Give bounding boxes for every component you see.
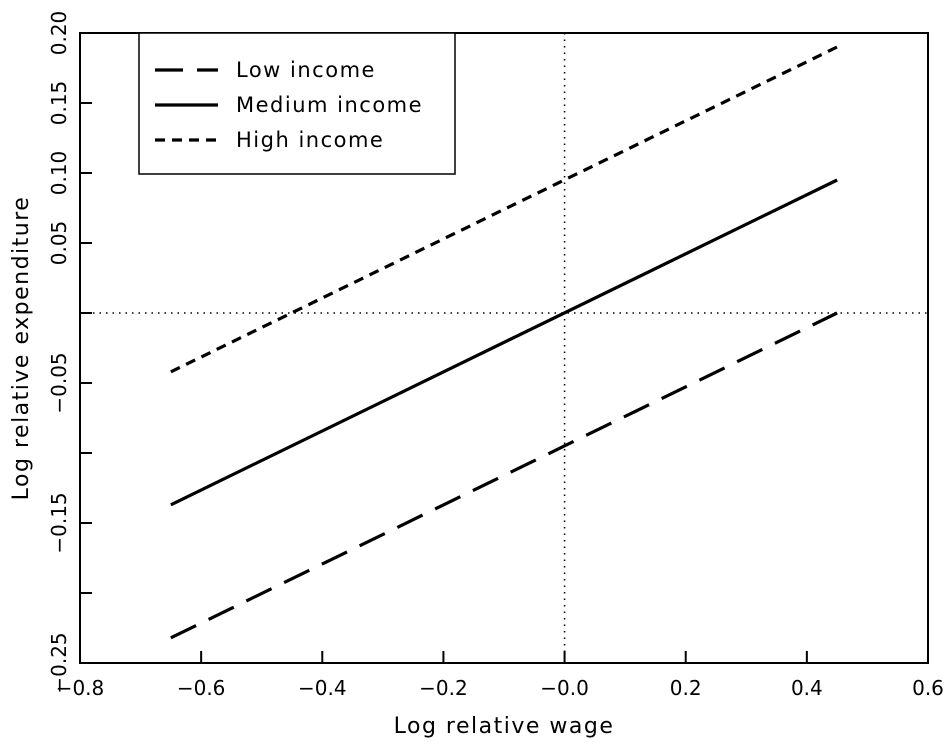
x-axis-label: Log relative wage [394,714,615,739]
x-tick-label: 0.4 [791,676,823,700]
y-tick-label: −0.25 [47,632,71,693]
y-tick-label: 0.05 [47,221,71,266]
reference-lines [80,33,928,663]
y-tick-label: 0.20 [47,11,71,56]
y-axis-ticks: −0.25 −0.15 −0.05 0.05 0.10 0.15 0.20 [47,11,92,694]
y-tick-label: 0.15 [47,81,71,126]
plot-frame [79,32,929,664]
x-tick-label: −0.6 [177,676,226,700]
legend: Low income Medium income High income [138,32,456,175]
x-tick-label: 0.2 [670,676,702,700]
x-tick-label: −0.0 [540,676,589,700]
y-axis-label: Log relative expenditure [9,196,34,501]
x-tick-label: 0.6 [912,676,944,700]
y-tick-label: 0.10 [47,151,71,196]
y-tick-label: −0.05 [47,352,71,413]
series-line-2 [170,178,838,507]
x-tick-label: −0.8 [56,676,105,700]
series-lines [170,45,838,640]
legend-label-1: Low income [236,58,376,82]
legend-label-2: Medium income [236,93,423,117]
x-tick-label: −0.4 [298,676,347,700]
series-line-3 [170,45,838,374]
legend-label-3: High income [236,128,384,152]
series-line-1 [170,311,838,640]
x-axis-ticks: −0.8 −0.6 −0.4 −0.2 −0.0 0.2 0.4 0.6 [56,651,944,700]
y-tick-label: −0.15 [47,492,71,553]
x-tick-label: −0.2 [419,676,468,700]
